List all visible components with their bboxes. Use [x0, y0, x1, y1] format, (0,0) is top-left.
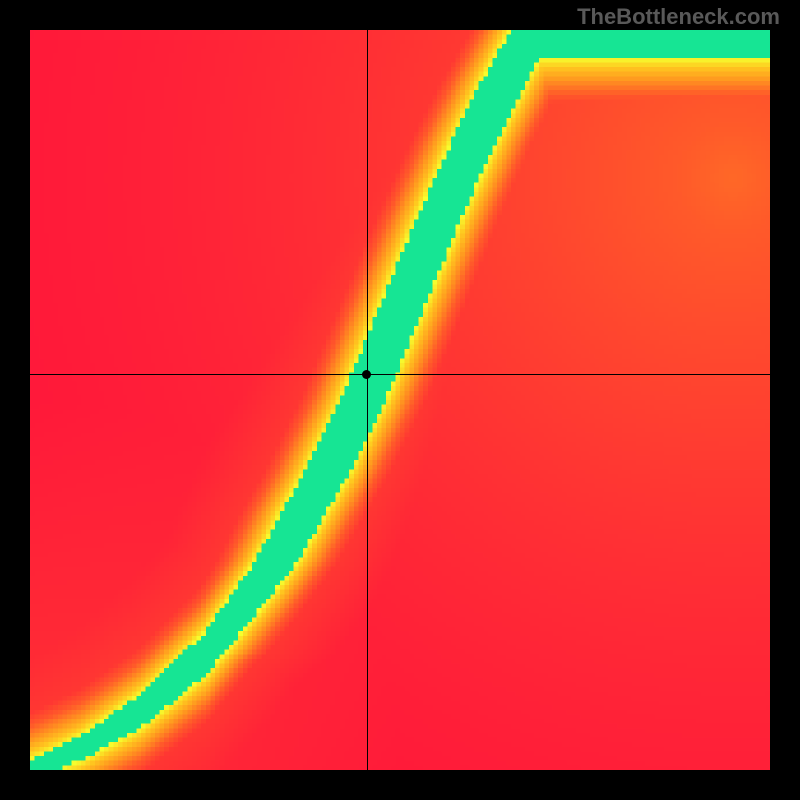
bottleneck-heatmap	[30, 30, 770, 770]
figure-root: TheBottleneck.com	[0, 0, 800, 800]
plot-area	[30, 30, 770, 770]
watermark-text: TheBottleneck.com	[577, 4, 780, 30]
